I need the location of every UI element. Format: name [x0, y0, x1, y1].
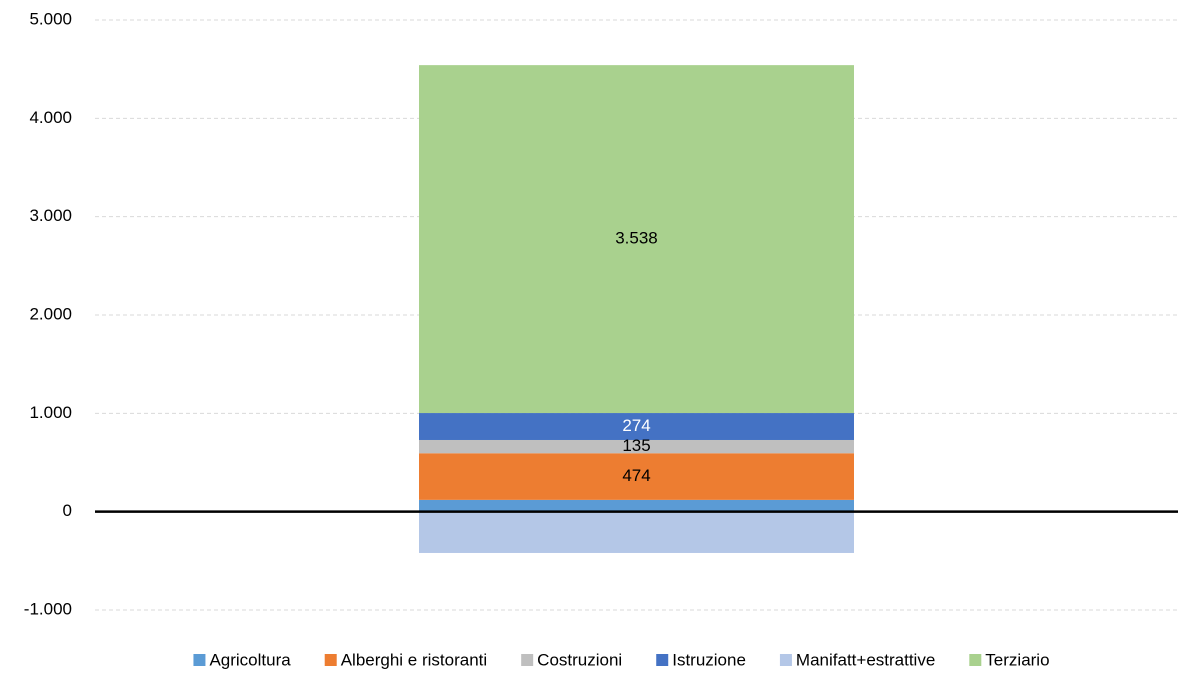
legend-label: Manifatt+estrattive: [796, 650, 935, 669]
bar-segment: [419, 499, 854, 512]
bar-segment: [419, 413, 854, 440]
y-tick-label: 1.000: [29, 403, 72, 422]
data-label: 3.538: [615, 229, 658, 248]
y-tick-label: 3.000: [29, 206, 72, 225]
bar-segment: [419, 511, 854, 553]
y-tick-label: 2.000: [29, 304, 72, 323]
data-label: 135: [622, 436, 650, 455]
legend-swatch: [656, 654, 669, 666]
bar-segment: [419, 65, 854, 414]
y-tick-label: -1.000: [24, 599, 72, 618]
legend-swatch: [779, 654, 792, 666]
data-label: 274: [622, 416, 650, 435]
legend-swatch: [193, 654, 206, 666]
legend-swatch: [324, 654, 337, 666]
legend-label: Agricoltura: [209, 650, 291, 669]
legend-label: Istruzione: [672, 650, 746, 669]
legend-swatch: [521, 654, 534, 666]
legend-label: Alberghi e ristoranti: [341, 650, 487, 669]
y-tick-label: 4.000: [29, 108, 72, 127]
y-tick-label: 5.000: [29, 9, 72, 28]
data-label: 474: [622, 466, 650, 485]
bar-segment: [419, 439, 854, 454]
legend-swatch: [969, 654, 982, 666]
y-tick-label: 0: [63, 501, 72, 520]
bar-segment: [419, 453, 854, 500]
legend-label: Terziario: [985, 650, 1049, 669]
legend-label: Costruzioni: [537, 650, 622, 669]
